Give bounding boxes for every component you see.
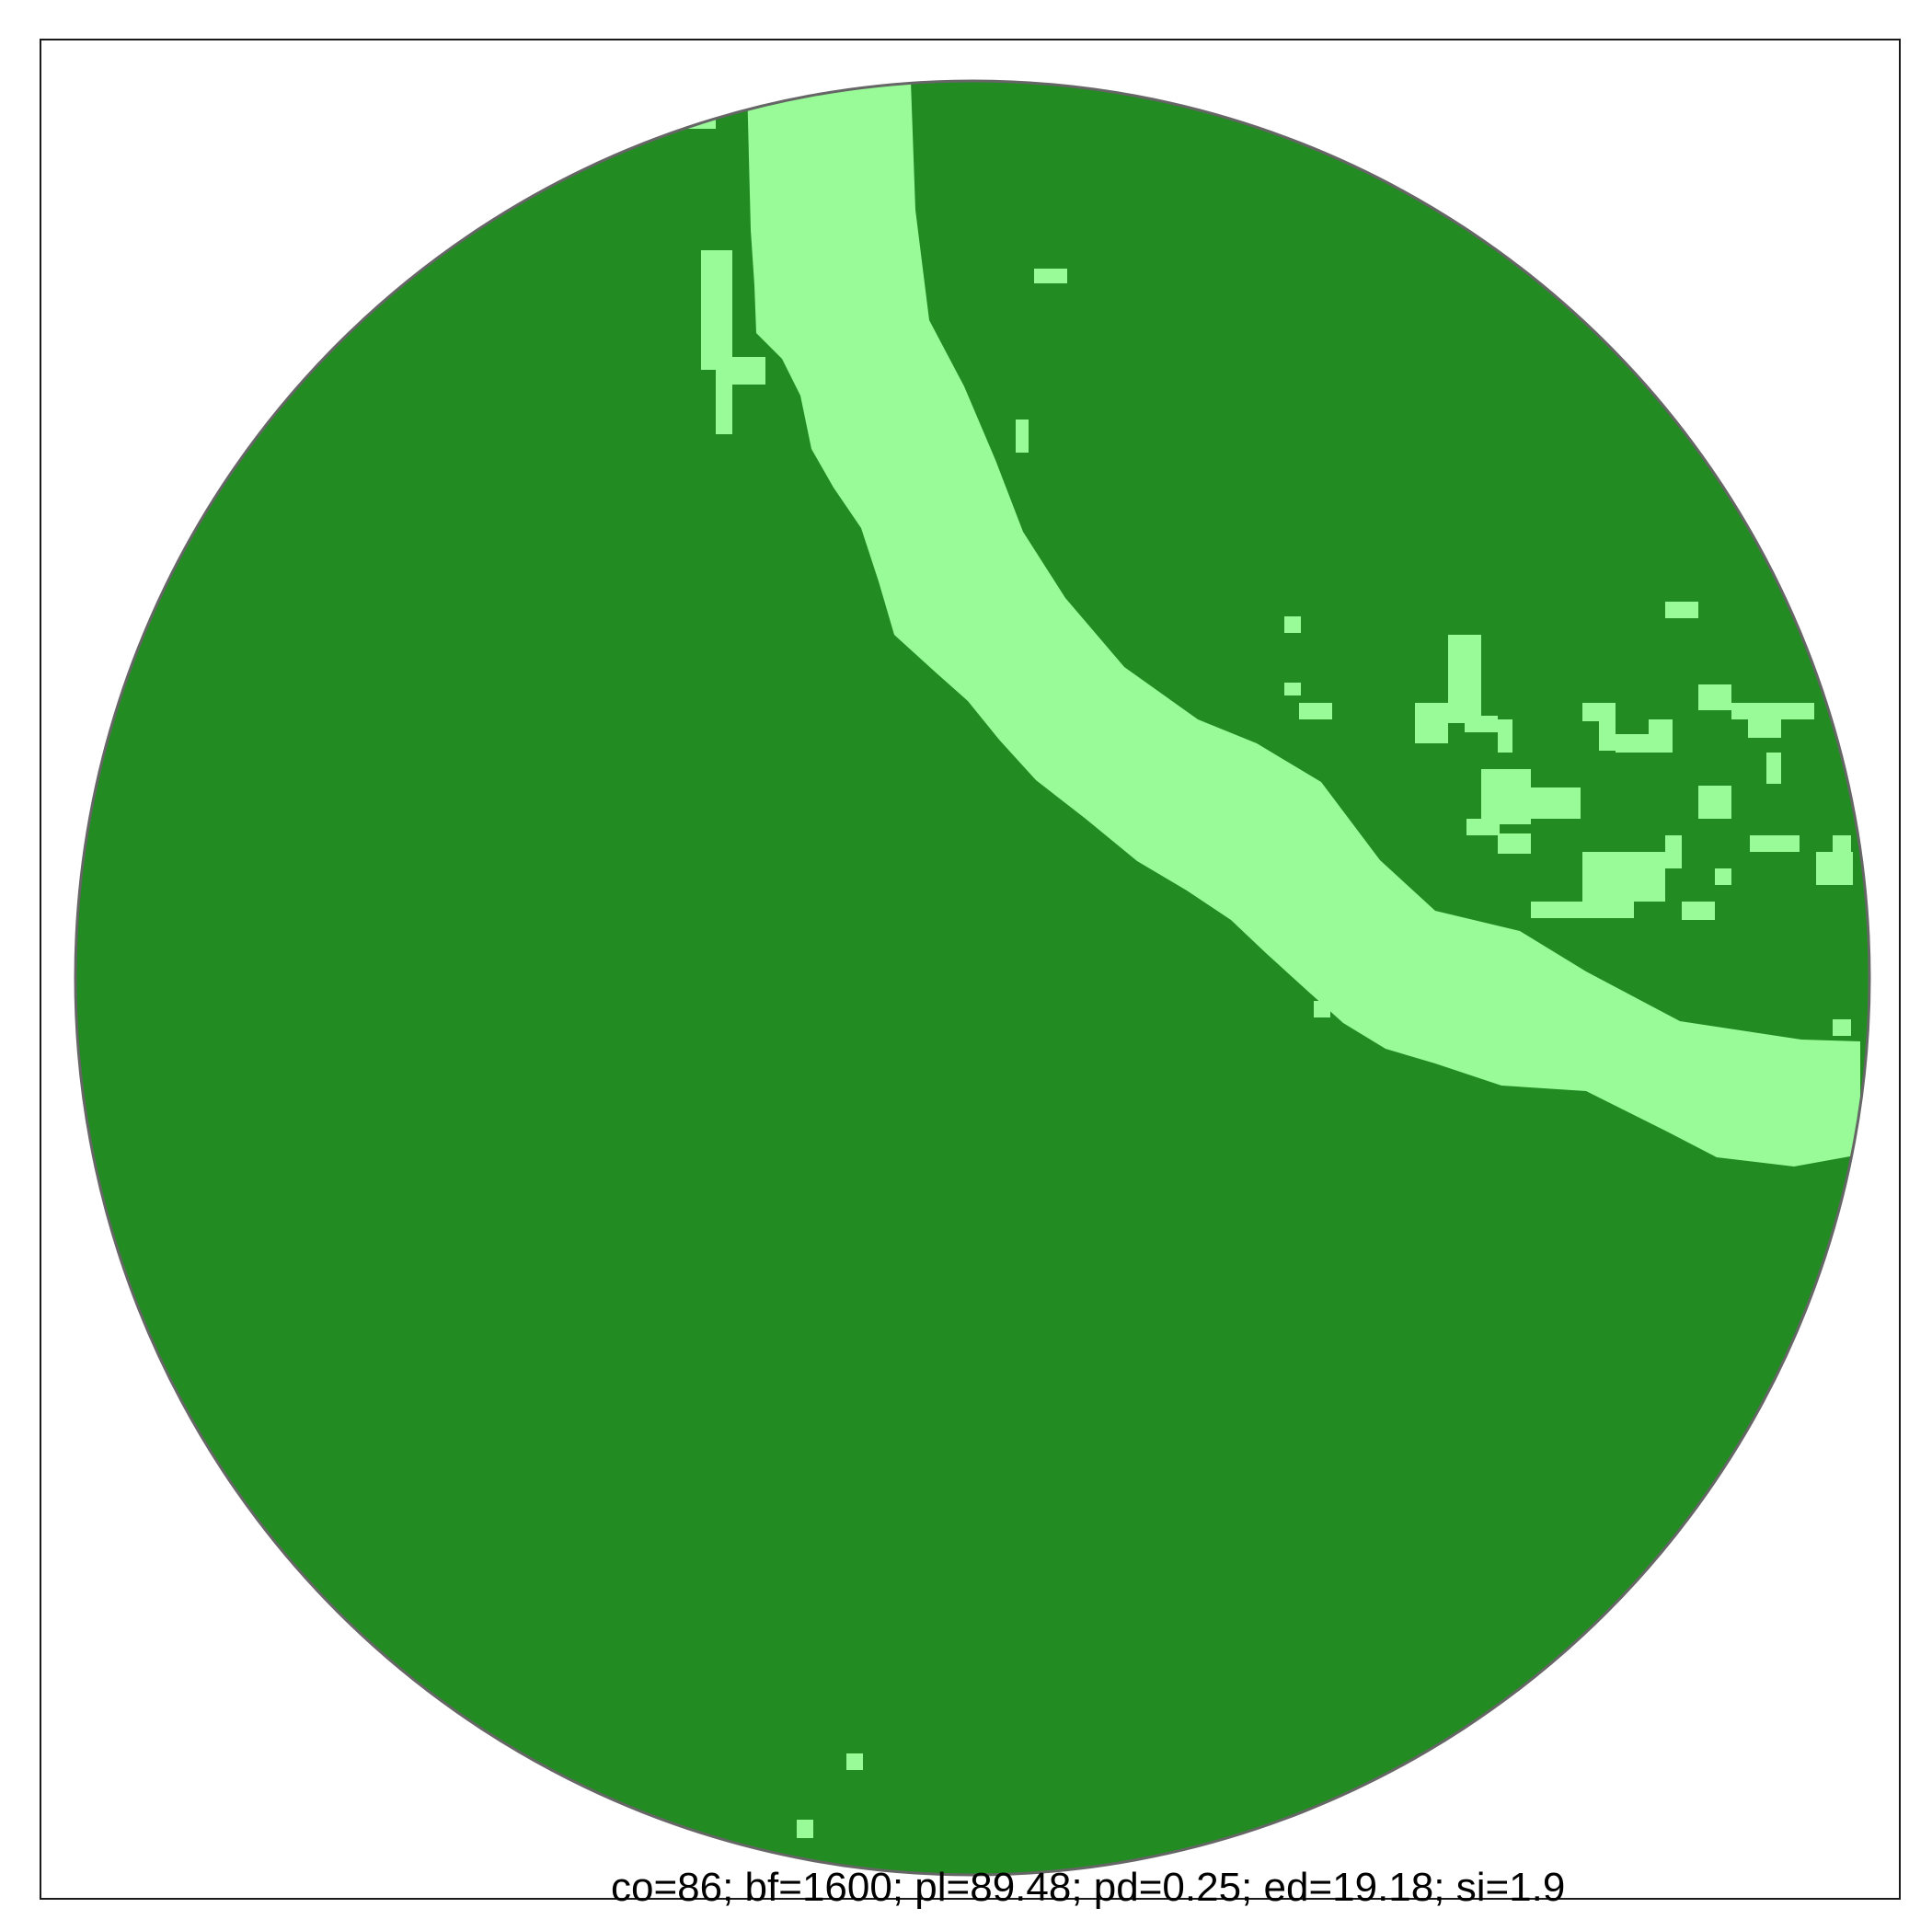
disc-outline [74, 79, 1871, 1877]
light-band [747, 81, 1860, 1167]
plot-frame [40, 39, 1901, 1900]
caption: co=86; bf=1600; pl=89.48; pd=0.25; ed=19… [611, 1865, 1565, 1910]
disc-map [75, 81, 1869, 1875]
disc-fill [75, 81, 1869, 1875]
light-patches [683, 120, 1853, 1838]
